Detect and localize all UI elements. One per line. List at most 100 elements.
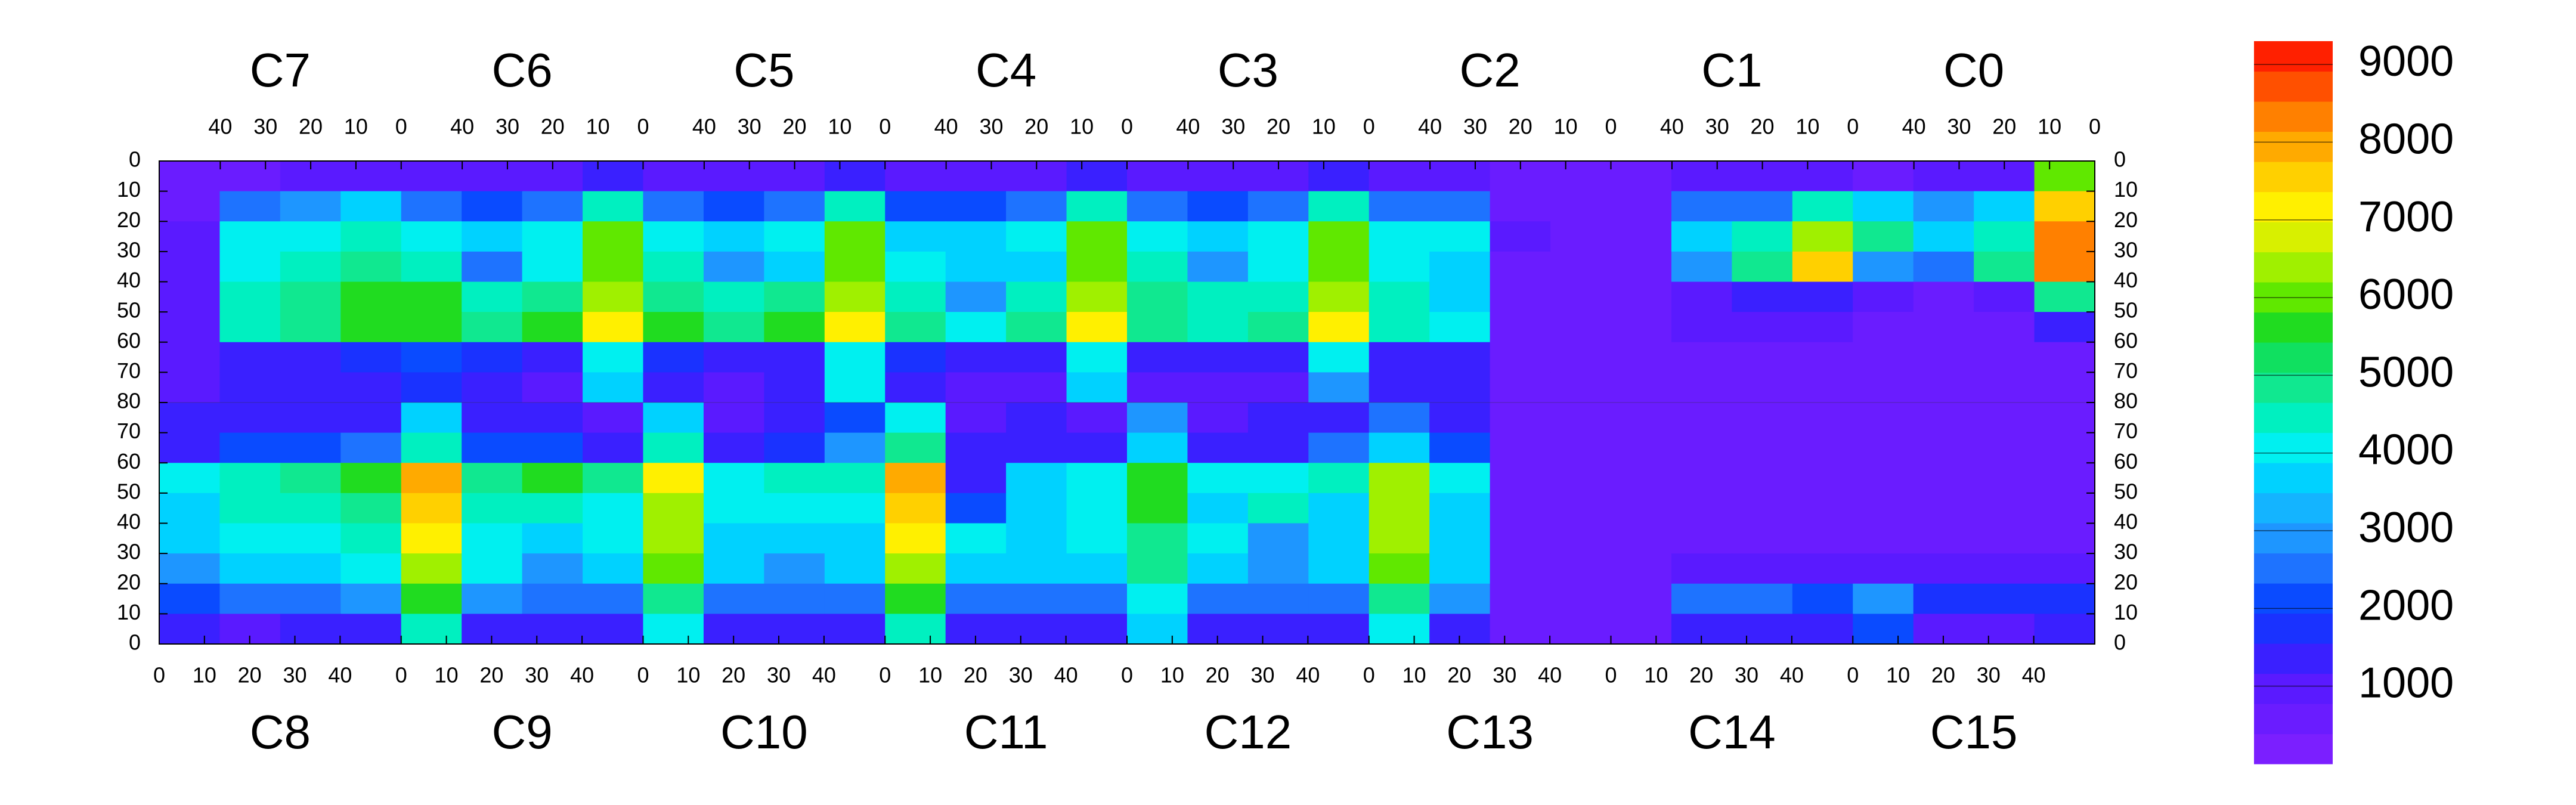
heat-cell <box>643 402 704 434</box>
x-tick-label: 20 <box>1206 663 1230 688</box>
chip-label: C7 <box>250 44 311 97</box>
heat-cell <box>159 583 221 614</box>
colorbar-band <box>2254 162 2333 193</box>
heat-cell <box>1732 281 1793 312</box>
heat-cell <box>2034 312 2095 343</box>
heat-cell <box>1187 523 1249 554</box>
x-tick-label: 30 <box>1977 663 2001 688</box>
heat-cell <box>1066 312 1128 343</box>
heat-cell <box>1490 493 1551 524</box>
y-tick-label: 0 <box>129 630 141 655</box>
heat-cell <box>1913 251 1974 283</box>
x-tick-label: 0 <box>1605 663 1617 688</box>
heat-cell <box>945 583 1007 614</box>
heat-cell <box>1490 463 1551 494</box>
heat-cell <box>1550 281 1612 312</box>
heat-cell <box>885 342 946 373</box>
heat-cell <box>280 221 341 252</box>
heat-cell <box>1127 553 1188 584</box>
heat-cell <box>522 583 583 614</box>
x-tick-label: 0 <box>1605 114 1617 139</box>
heat-cell <box>340 221 402 252</box>
heat-cell <box>1611 432 1672 463</box>
heat-cell <box>340 614 402 645</box>
heat-cell <box>885 191 946 222</box>
x-tick-label: 20 <box>1689 663 1713 688</box>
heat-cell <box>885 553 946 584</box>
heat-cell <box>462 312 523 343</box>
heat-cell <box>1127 161 1188 192</box>
heat-cell <box>1006 493 1067 524</box>
heat-cell <box>1792 191 1853 222</box>
heat-cell <box>643 583 704 614</box>
x-tick-label: 20 <box>299 114 323 139</box>
heat-cell <box>885 463 946 494</box>
heat-cell <box>824 191 886 222</box>
heat-cell <box>1913 281 1974 312</box>
heat-cell <box>1671 372 1732 403</box>
heat-cell <box>1550 191 1612 222</box>
heat-cell <box>340 312 402 343</box>
heat-cell <box>1429 281 1491 312</box>
x-tick-label: 20 <box>783 114 807 139</box>
y-tick-label: 70 <box>2114 358 2138 383</box>
y-tick-label: 60 <box>117 328 141 352</box>
heat-cell <box>280 372 341 403</box>
heat-cell <box>159 372 221 403</box>
x-tick-label: 0 <box>637 663 649 688</box>
heat-cell <box>1671 402 1732 434</box>
heat-cell <box>1006 191 1067 222</box>
heat-cell <box>1187 191 1249 222</box>
heat-cell <box>703 553 764 584</box>
x-tick-label: 10 <box>1886 663 1910 688</box>
heat-cell <box>462 342 523 373</box>
x-tick-label: 30 <box>1221 114 1245 139</box>
heat-cell <box>1429 312 1491 343</box>
colorbar-label: 8000 <box>2358 115 2454 163</box>
heat-cell <box>1368 432 1430 463</box>
colorbar-band <box>2254 131 2333 162</box>
heat-cell <box>1127 281 1188 312</box>
heat-cell <box>340 251 402 283</box>
heat-cell <box>1490 342 1551 373</box>
x-tick-label: 40 <box>812 663 836 688</box>
colorbar-label: 9000 <box>2358 38 2454 85</box>
x-tick-label: 0 <box>153 663 165 688</box>
heat-cell <box>2034 161 2095 192</box>
heat-cell <box>764 191 825 222</box>
heat-cell <box>1066 342 1128 373</box>
heat-cell <box>401 614 462 645</box>
heat-cell <box>1913 463 1974 494</box>
heat-cell <box>1913 372 1974 403</box>
heat-cell <box>1550 312 1612 343</box>
heat-cell <box>1853 372 1914 403</box>
y-tick-label: 80 <box>2114 389 2138 413</box>
heat-cell <box>945 281 1007 312</box>
x-tick-label: 10 <box>1402 663 1426 688</box>
heat-cell <box>1066 463 1128 494</box>
heat-cell <box>1127 523 1188 554</box>
y-tick-label: 80 <box>117 389 141 413</box>
chip-label: C6 <box>491 44 552 97</box>
heat-cell <box>824 493 886 524</box>
y-tick-label: 10 <box>117 177 141 202</box>
heat-cell <box>280 523 341 554</box>
heat-cell <box>885 312 946 343</box>
heat-cell <box>1006 281 1067 312</box>
heat-cell <box>1913 493 1974 524</box>
heat-cell <box>1127 583 1188 614</box>
heat-cell <box>885 583 946 614</box>
heat-cell <box>1913 221 1974 252</box>
heat-cell <box>522 221 583 252</box>
heat-cell <box>1974 251 2035 283</box>
heat-cell <box>1974 372 2035 403</box>
heat-cell <box>583 191 644 222</box>
y-tick-label: 30 <box>117 237 141 262</box>
x-tick-label: 20 <box>1992 114 2016 139</box>
x-tick-label: 20 <box>722 663 745 688</box>
heat-cell <box>340 432 402 463</box>
heat-cell <box>280 402 341 434</box>
heat-cell <box>1611 161 1672 192</box>
heat-cell <box>1550 493 1612 524</box>
